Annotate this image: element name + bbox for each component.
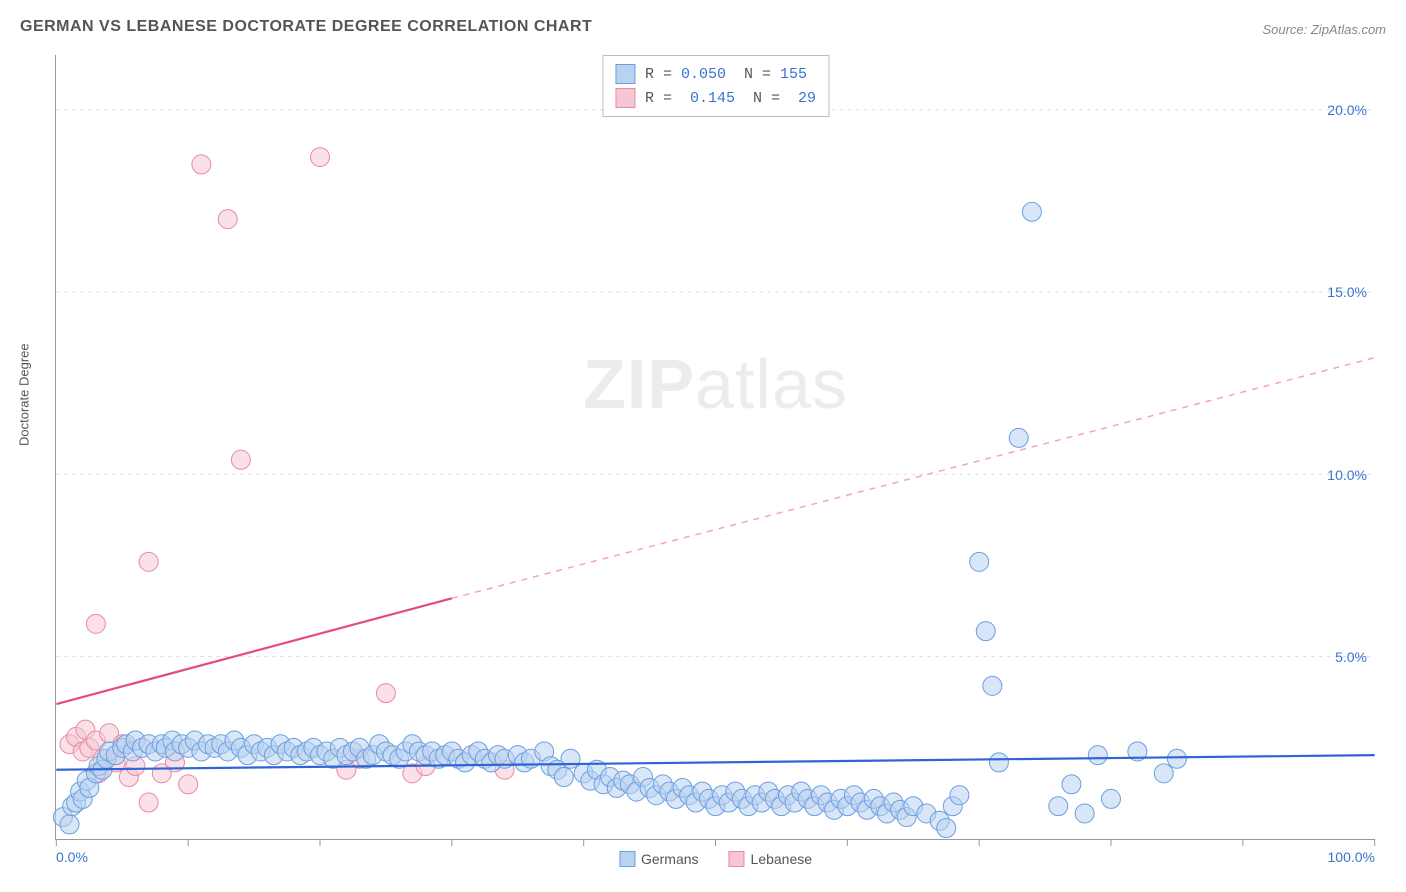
data-point [1049, 797, 1068, 816]
data-point [311, 148, 330, 167]
data-point [1102, 789, 1121, 808]
swatch-germans-sm [619, 851, 635, 867]
data-point [937, 819, 956, 838]
y-axis-label: Doctorate Degree [17, 343, 32, 446]
data-point [376, 684, 395, 703]
legend-label-germans: Germans [641, 851, 699, 867]
y-tick-label: 10.0% [1327, 467, 1367, 483]
x-tick-label-left: 0.0% [56, 849, 88, 865]
data-point [976, 622, 995, 641]
chart-svg [56, 55, 1375, 839]
data-point [1022, 202, 1041, 221]
data-point [86, 614, 105, 633]
data-point [983, 676, 1002, 695]
data-point [561, 749, 580, 768]
data-point [970, 552, 989, 571]
y-tick-label: 5.0% [1335, 649, 1367, 665]
data-point [60, 815, 79, 834]
plot-area: ZIPatlas R = 0.050 N = 155 R = 0.145 N =… [55, 55, 1375, 840]
legend-row-germans: R = 0.050 N = 155 [615, 62, 816, 86]
data-point [554, 768, 573, 787]
data-point [1009, 428, 1028, 447]
legend-item-germans: Germans [619, 851, 699, 867]
y-tick-label: 15.0% [1327, 284, 1367, 300]
data-point [218, 210, 237, 229]
swatch-lebanese-sm [729, 851, 745, 867]
trend-line [452, 358, 1375, 599]
data-point [1062, 775, 1081, 794]
data-point [1167, 749, 1186, 768]
swatch-lebanese [615, 88, 635, 108]
data-point [1154, 764, 1173, 783]
legend-label-lebanese: Lebanese [751, 851, 813, 867]
legend-row-lebanese: R = 0.145 N = 29 [615, 86, 816, 110]
data-point [231, 450, 250, 469]
legend-stats: R = 0.050 N = 155 R = 0.145 N = 29 [602, 55, 829, 117]
swatch-germans [615, 64, 635, 84]
data-point [192, 155, 211, 174]
data-point [1075, 804, 1094, 823]
source-attribution: Source: ZipAtlas.com [1262, 22, 1386, 37]
legend-series: Germans Lebanese [619, 851, 812, 867]
data-point [179, 775, 198, 794]
y-tick-label: 20.0% [1327, 102, 1367, 118]
data-point [1088, 746, 1107, 765]
data-point [950, 786, 969, 805]
data-point [989, 753, 1008, 772]
data-point [139, 793, 158, 812]
x-tick-label-right: 100.0% [1328, 849, 1375, 865]
chart-title: GERMAN VS LEBANESE DOCTORATE DEGREE CORR… [20, 18, 592, 36]
data-point [139, 552, 158, 571]
legend-item-lebanese: Lebanese [729, 851, 813, 867]
